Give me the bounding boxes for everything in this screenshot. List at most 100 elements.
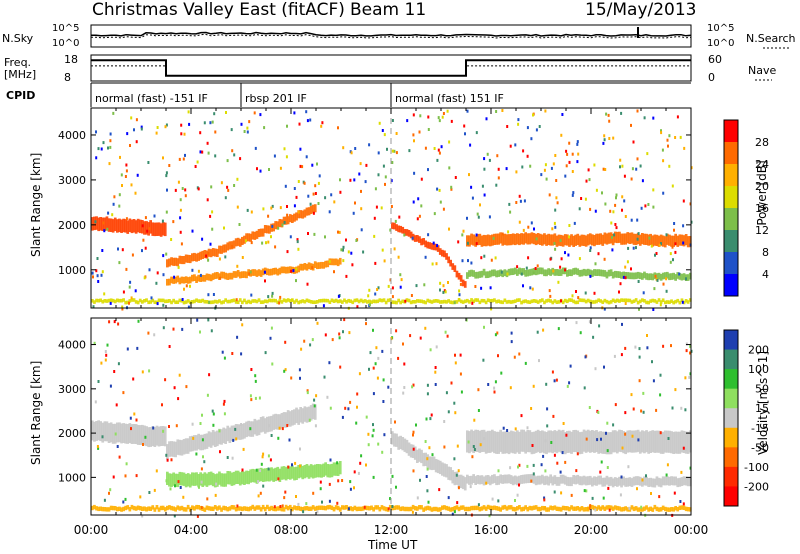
data-band-cell [476,505,480,511]
data-band-cell [549,269,552,276]
data-cell [658,495,661,499]
data-cell [690,166,693,170]
data-cell [614,203,617,207]
data-band-cell [403,438,407,452]
data-band-cell [493,505,496,510]
data-cell [368,303,371,307]
data-band-cell [513,299,517,303]
data-band-cell [422,238,425,245]
data-band-cell [657,477,661,487]
data-cell [313,404,316,408]
data-cell [394,219,397,223]
data-band-cell [91,299,94,303]
data-cell [683,146,686,150]
data-cell [329,458,332,462]
data-cell [597,252,600,256]
data-band-cell [559,269,563,276]
data-cell [258,396,261,400]
data-cell [557,280,560,284]
data-band-cell [176,505,180,510]
data-band-cell [378,298,382,302]
data-band-cell [207,273,211,281]
data-band-cell [495,506,498,511]
data-band-cell [636,271,640,279]
data-band-cell [463,477,467,491]
data-band-cell [520,507,523,512]
data-cell [599,470,602,474]
data-band-cell [153,222,157,237]
x-tick-label: 04:00 [174,523,209,537]
data-band-cell [459,275,463,282]
data-cell [682,241,685,245]
data-band-cell [201,250,205,259]
data-cell [559,470,562,474]
data-band-cell [532,474,536,484]
data-cell [427,168,429,172]
data-band-cell [253,299,257,303]
data-cell [518,220,521,224]
data-band-cell [249,233,252,242]
data-cell [219,450,221,454]
data-band-cell [151,222,155,236]
data-band-cell [251,468,255,483]
data-cell [685,349,688,353]
data-cell [164,378,167,382]
data-band-cell [443,505,446,510]
data-band-cell [309,263,313,270]
data-band-cell [195,298,198,302]
data-band-cell [103,507,107,512]
data-band-cell [634,476,638,486]
data-band-cell [397,436,400,450]
data-band-cell [643,299,646,303]
data-cell [97,280,100,283]
data-band-cell [266,225,269,234]
data-cell [125,163,128,167]
data-band-cell [520,268,523,275]
data-band-cell [530,506,534,511]
data-band-cell [451,507,455,512]
data-band-cell [586,234,590,246]
data-band-cell [524,270,527,277]
data-band-cell [628,477,632,487]
data-band-cell [443,250,446,258]
data-cell [475,131,478,135]
data-band-cell [657,298,661,302]
data-band-cell [478,300,482,305]
data-band-cell [413,300,417,304]
data-band-cell [455,505,459,510]
data-band-cell [301,263,305,271]
data-band-cell [236,237,240,246]
data-cell [618,290,620,294]
data-cell [585,489,588,493]
data-band-cell [603,298,607,303]
data-cell [246,130,249,134]
data-cell [103,229,106,233]
data-cell [576,452,579,456]
data-band-cell [576,474,580,484]
data-band-cell [120,507,123,512]
data-cell [661,148,664,152]
data-cell [336,501,339,505]
data-band-cell [355,506,359,512]
data-band-cell [551,300,555,305]
freq-panel [90,54,772,82]
data-cell [608,137,611,140]
nsky-tick-bottom: 10^0 [52,38,80,49]
data-band-cell [413,235,417,242]
data-band-cell [284,299,288,303]
data-cell [363,505,366,509]
data-band-cell [268,268,271,276]
data-cell [210,329,213,333]
data-cell [530,407,533,410]
data-band-cell [684,234,688,246]
data-band-cell [299,407,302,423]
data-band-cell [551,476,555,486]
data-band-cell [218,273,221,280]
data-cell [103,498,106,502]
data-band-cell [236,424,240,440]
data-band-cell [518,431,521,454]
data-band-cell [501,431,505,454]
data-band-cell [286,465,290,479]
data-band-cell [484,506,488,511]
data-cell [440,145,443,149]
